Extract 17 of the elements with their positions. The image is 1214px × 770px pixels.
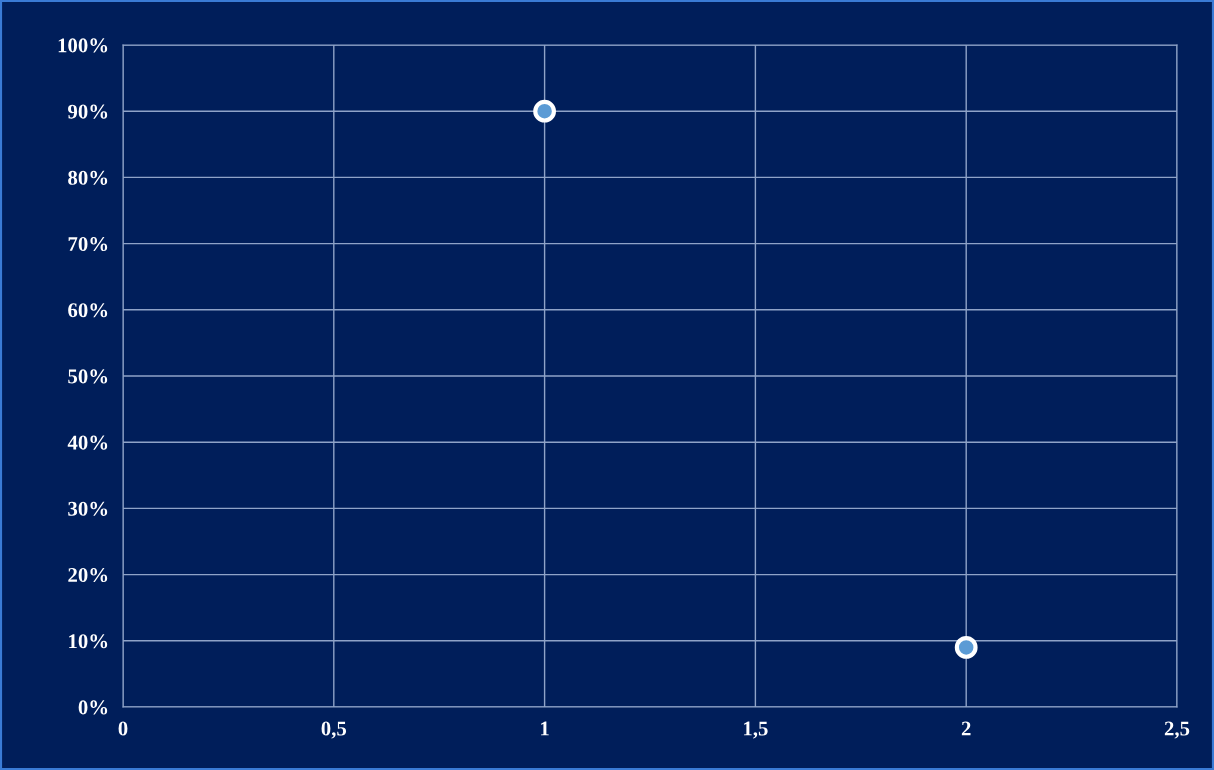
y-tick-label: 40% — [67, 435, 108, 450]
y-tick-label: 90% — [68, 104, 108, 119]
x-tick-label: 0 — [118, 721, 128, 736]
y-tick-label: 30% — [68, 501, 108, 516]
y-tick-label: 70% — [68, 236, 108, 252]
y-tick-label: 100% — [58, 38, 108, 53]
y-tick-label: 0% — [78, 700, 108, 715]
x-tick-label: 0,5 — [321, 721, 347, 739]
y-tick-label: 80% — [68, 170, 108, 185]
x-tick-label: 1 — [541, 721, 549, 736]
y-tick-label: 10% — [69, 634, 108, 649]
y-tick-label: 60% — [68, 303, 108, 318]
x-tick-label: 1,5 — [744, 721, 768, 739]
x-tick-label: 2,5 — [1164, 721, 1190, 739]
y-tick-label: 50% — [68, 369, 108, 384]
y-tick-label: 20% — [68, 567, 108, 583]
x-tick-label: 2 — [961, 721, 971, 736]
